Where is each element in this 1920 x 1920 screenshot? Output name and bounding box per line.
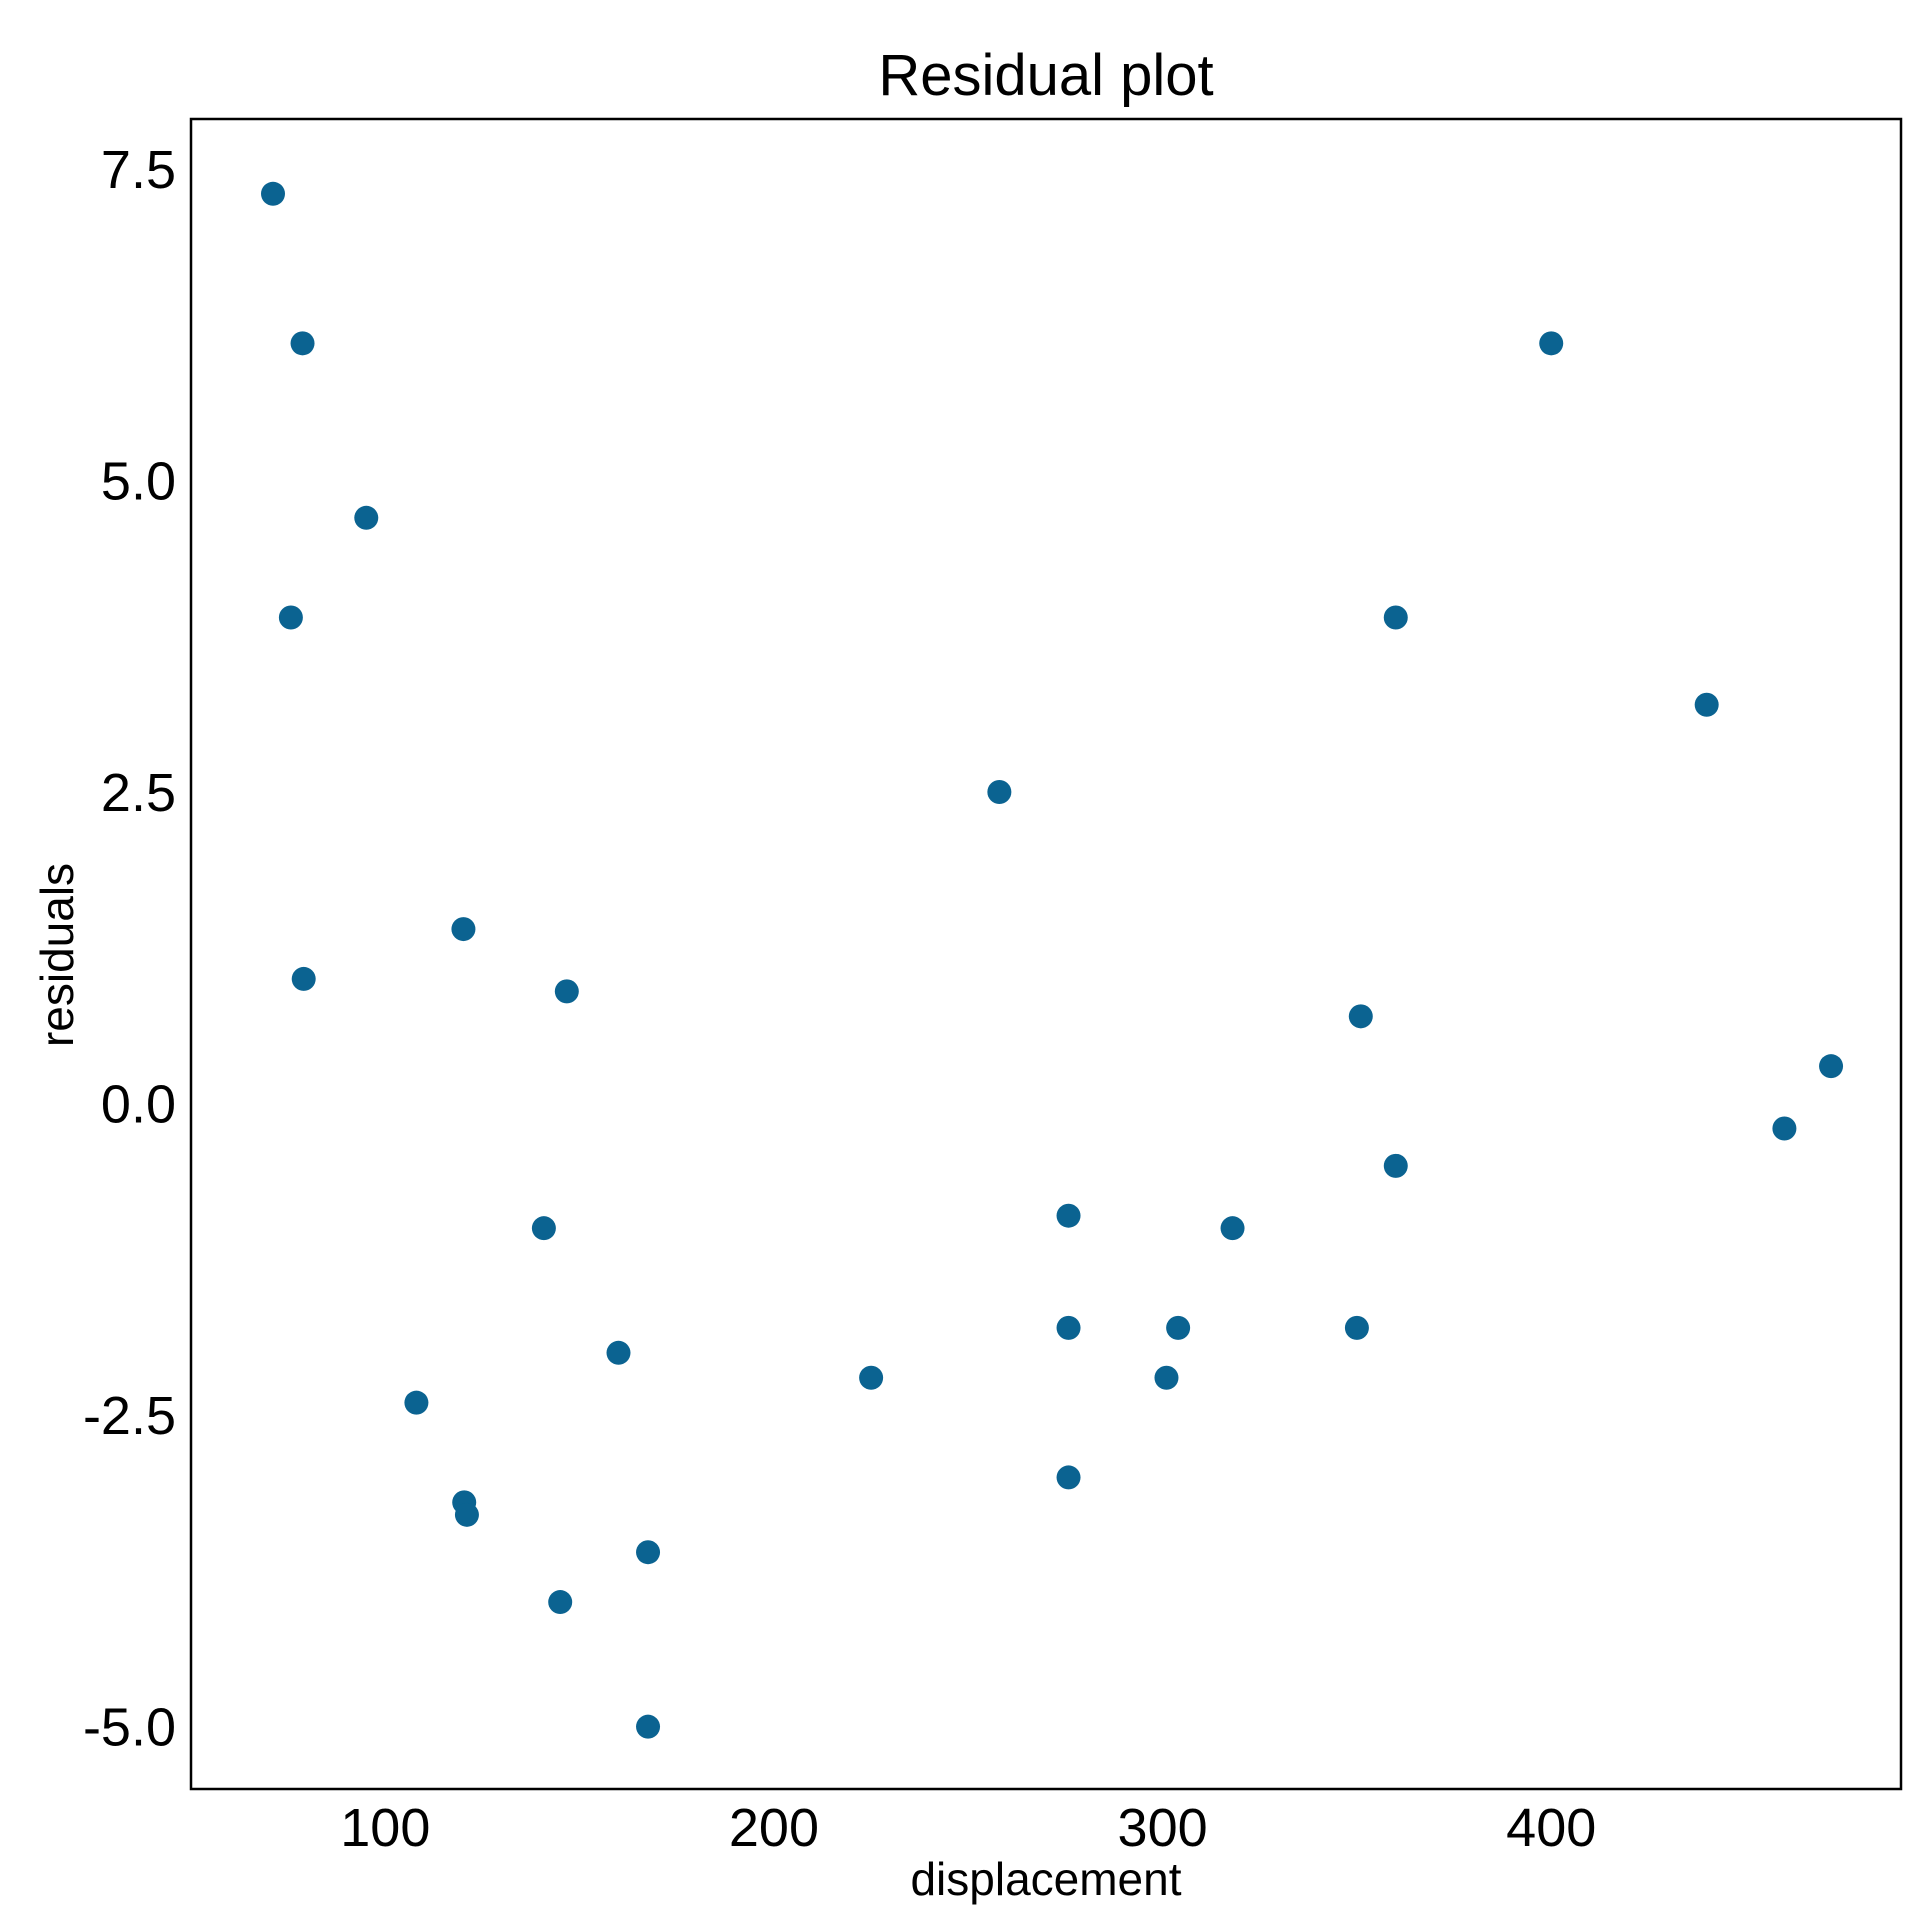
y-axis-label: residuals (31, 863, 83, 1047)
scatter-point (451, 917, 476, 942)
x-tick-label: 100 (340, 1798, 430, 1858)
x-tick-label: 200 (729, 1798, 819, 1858)
scatter-point (1383, 605, 1408, 630)
scatter-point (1220, 1216, 1245, 1241)
y-tick-label: 0.0 (101, 1075, 176, 1135)
chart-title: Residual plot (878, 43, 1213, 108)
x-tick-label: 400 (1506, 1798, 1596, 1858)
y-tick-label: -2.5 (83, 1386, 176, 1446)
y-tick-label: 5.0 (101, 451, 176, 511)
scatter-point (987, 779, 1012, 804)
scatter-point (636, 1714, 661, 1739)
y-tick-label: -5.0 (83, 1698, 176, 1758)
scatter-point (1154, 1365, 1179, 1390)
plot-area-frame (189, 117, 1903, 1791)
scatter-point (1056, 1315, 1081, 1340)
scatter-point (859, 1365, 884, 1390)
scatter-point (354, 505, 379, 530)
scatter-point (1539, 331, 1564, 356)
scatter-point (636, 1540, 661, 1565)
scatter-point (291, 966, 316, 991)
scatter-point (1056, 1465, 1081, 1490)
scatter-point (404, 1390, 429, 1415)
x-axis-ticks: 100 200 300 400 (340, 1798, 1596, 1858)
scatter-point (1166, 1315, 1191, 1340)
scatter-point (278, 605, 303, 630)
scatter-point (290, 331, 315, 356)
scatter-point (1694, 692, 1719, 717)
x-axis-label: displacement (910, 1853, 1181, 1905)
scatter-point (261, 181, 286, 206)
scatter-point (606, 1340, 631, 1365)
scatter-point (1056, 1203, 1081, 1228)
scatter-points (261, 181, 1844, 1739)
scatter-point (554, 979, 579, 1004)
y-tick-label: 7.5 (101, 140, 176, 200)
y-axis-ticks: 7.5 5.0 2.5 0.0 -2.5 -5.0 (83, 140, 176, 1758)
scatter-point (1819, 1054, 1844, 1079)
scatter-point (548, 1590, 573, 1615)
scatter-point (454, 1502, 479, 1527)
x-tick-label: 300 (1118, 1798, 1208, 1858)
scatter-point (531, 1216, 556, 1241)
scatter-point (1383, 1153, 1408, 1178)
scatter-point (1772, 1116, 1797, 1141)
scatter-point (1348, 1004, 1373, 1029)
y-tick-label: 2.5 (101, 763, 176, 823)
scatter-point (1344, 1315, 1369, 1340)
